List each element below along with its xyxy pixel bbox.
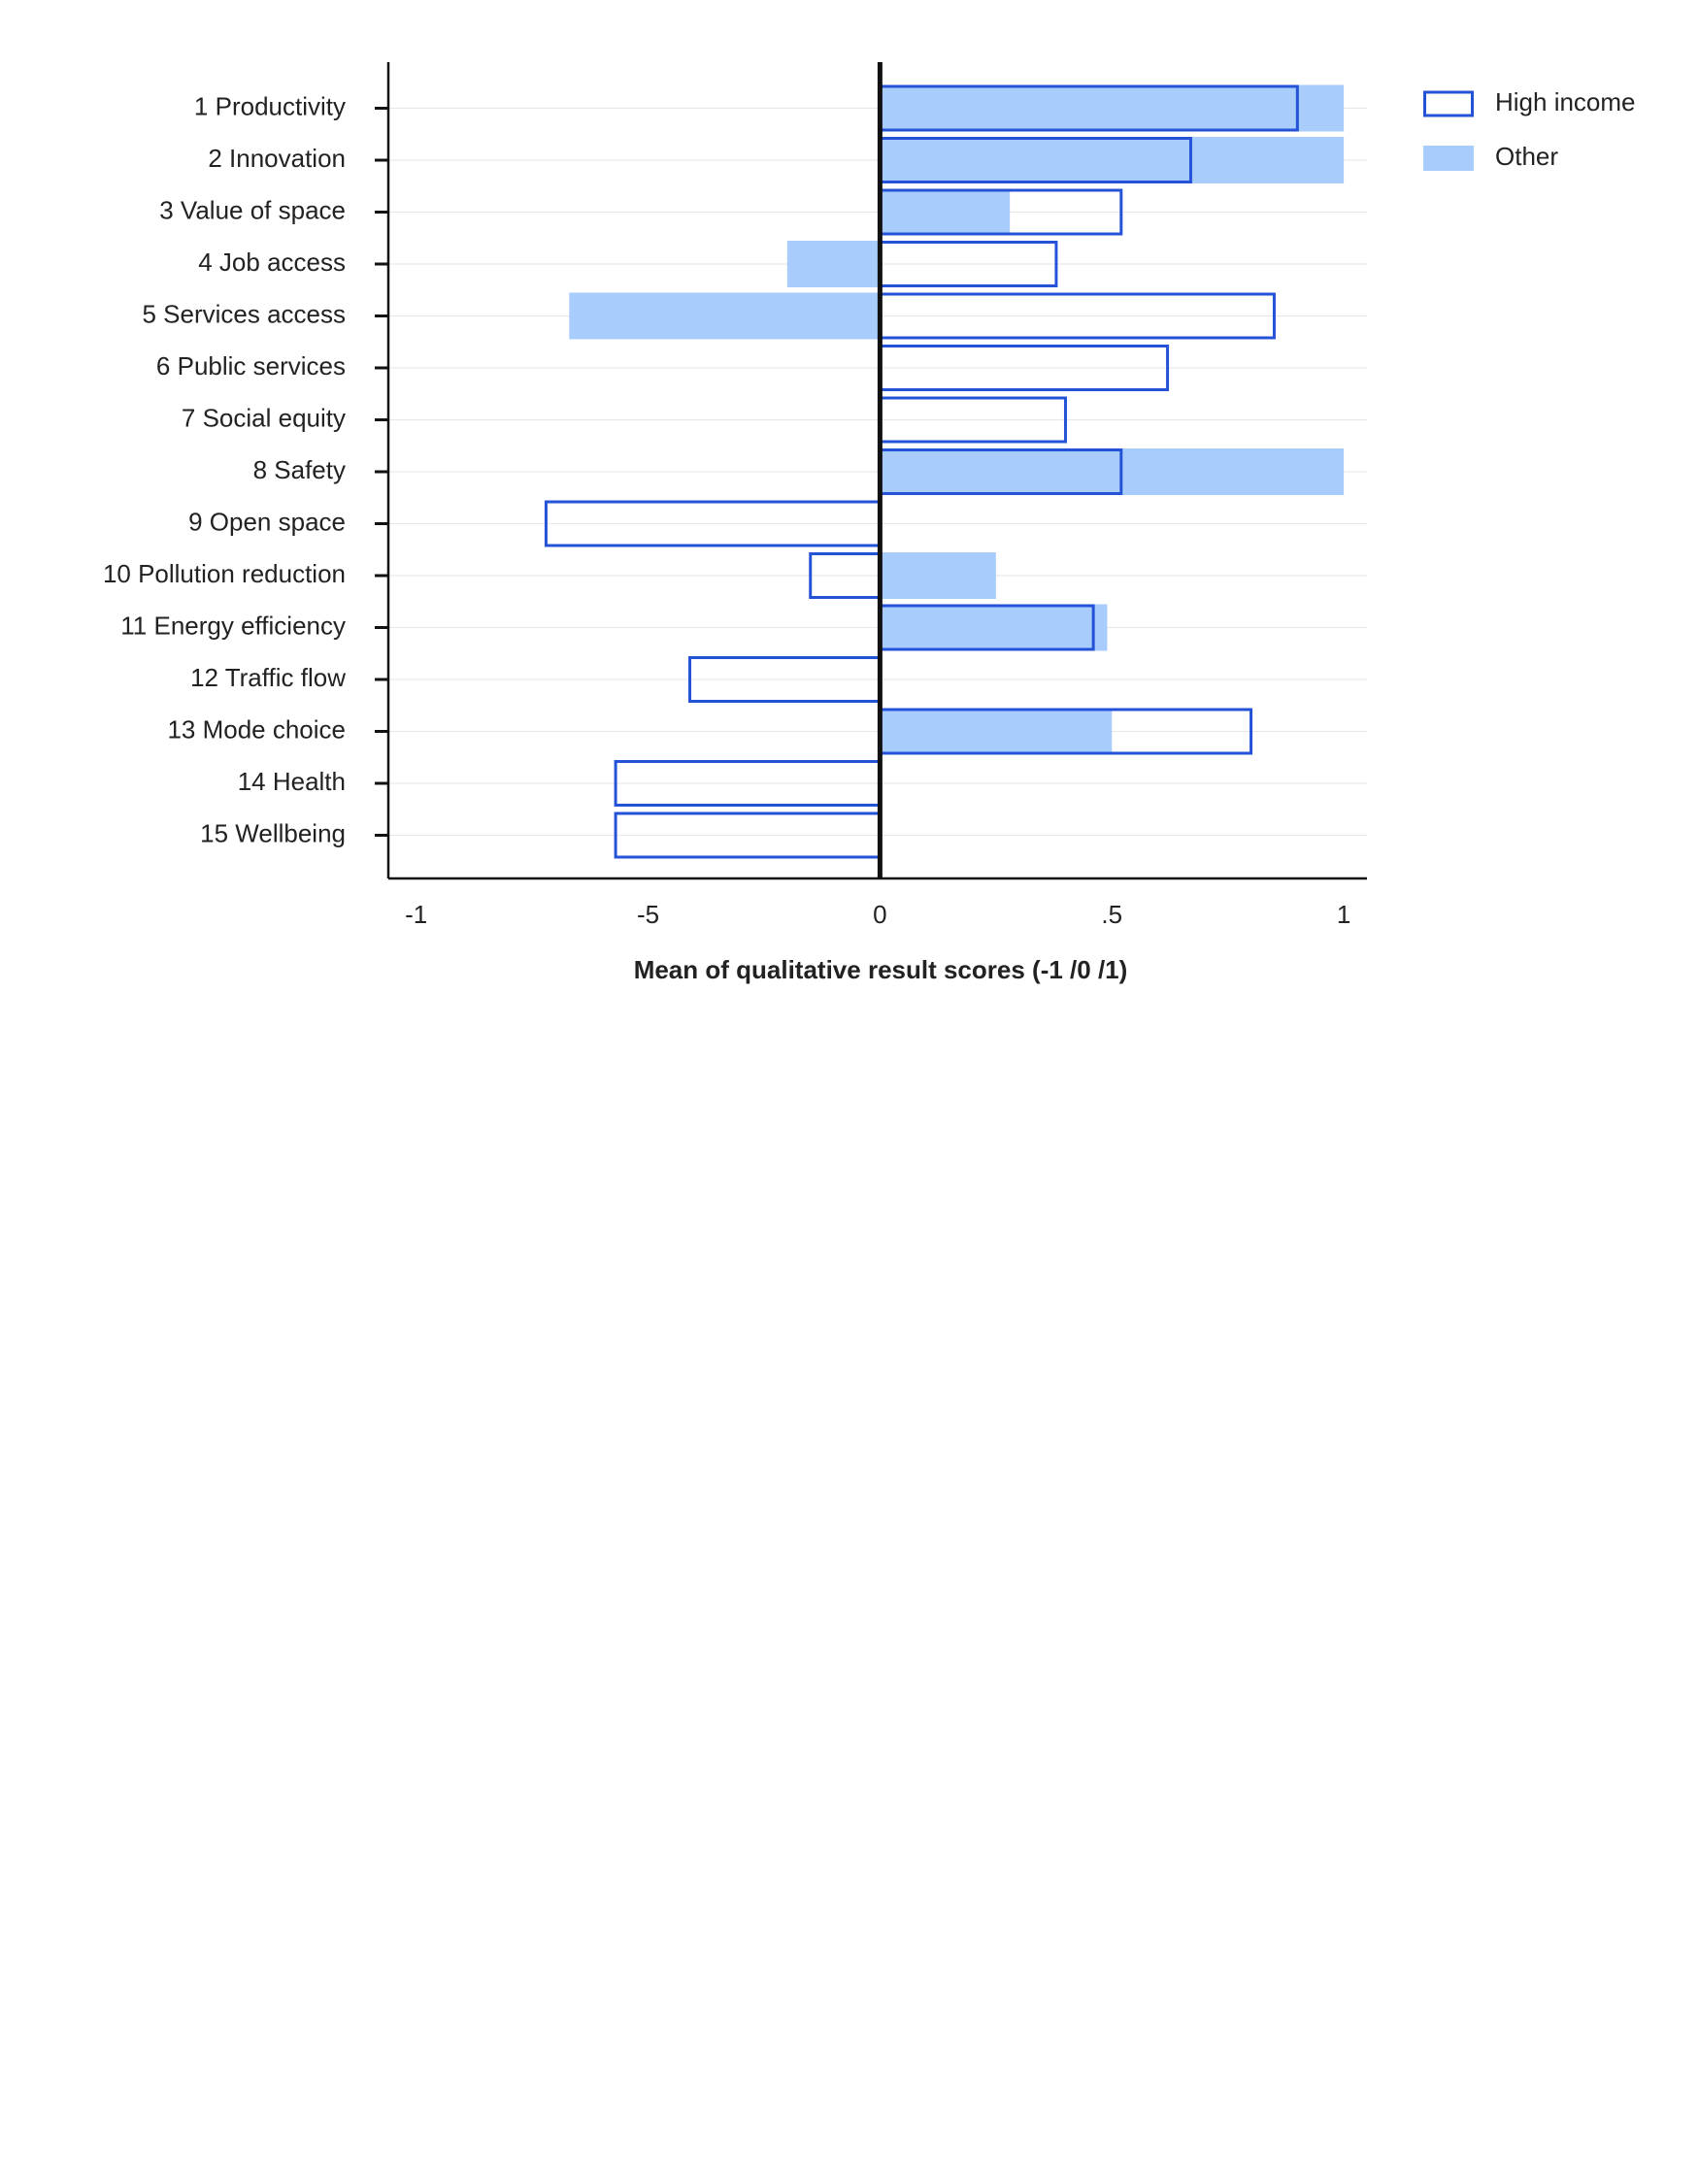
legend-swatch: [1423, 146, 1474, 171]
y-tick-label: 4 Job access: [198, 248, 346, 277]
bar: [569, 292, 881, 340]
y-tick-label: 2 Innovation: [208, 144, 346, 173]
y-tick-label: 15 Wellbeing: [200, 818, 346, 847]
x-tick-label: -5: [637, 900, 659, 929]
y-tick-label: 6 Public services: [156, 351, 346, 381]
y-tick-label: 13 Mode choice: [167, 714, 346, 744]
y-tick-label: 11 Energy efficiency: [120, 611, 346, 640]
y-tick-label: 3 Value of space: [159, 195, 346, 224]
bar: [880, 708, 1113, 755]
x-tick-label: 0: [873, 900, 886, 929]
y-tick-label: 12 Traffic flow: [190, 663, 346, 692]
legend-label: High income: [1495, 87, 1636, 116]
bar: [880, 604, 1108, 651]
bar: [880, 188, 1011, 236]
legend-label: Other: [1495, 142, 1558, 171]
bar: [880, 448, 1345, 495]
y-tick-label: 1 Productivity: [194, 91, 346, 120]
legend-swatch: [1423, 90, 1474, 117]
y-tick-label: 7 Social equity: [182, 403, 346, 432]
y-tick-label: 14 Health: [238, 767, 346, 796]
x-tick-label: -1: [405, 900, 427, 929]
y-tick-label: 5 Services access: [142, 299, 346, 328]
bar: [880, 552, 996, 599]
y-tick-label: 9 Open space: [188, 507, 346, 536]
bar: [880, 84, 1345, 132]
x-tick-label: 1: [1337, 900, 1350, 929]
y-tick-label: 8 Safety: [253, 455, 346, 484]
bar: [880, 137, 1345, 183]
x-tick-label: .5: [1101, 900, 1122, 929]
y-tick-label: 10 Pollution reduction: [103, 559, 346, 588]
x-axis-title: Mean of qualitative result scores (-1 /0…: [634, 955, 1128, 984]
bar: [786, 241, 881, 287]
